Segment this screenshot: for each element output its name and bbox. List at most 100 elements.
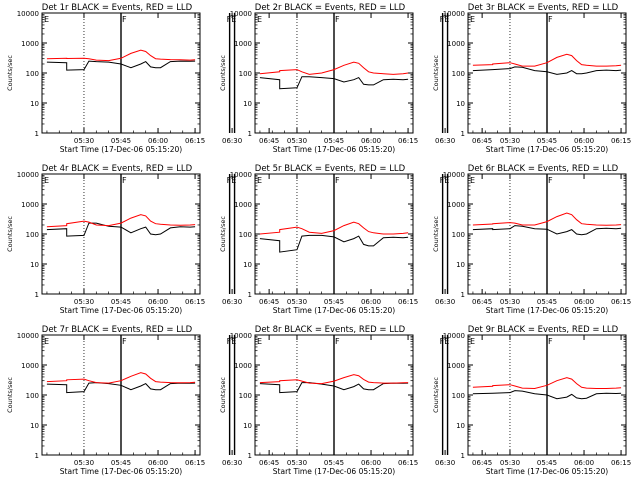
x-tick-label: 05:45 xyxy=(537,298,557,306)
y-tick-label: 1 xyxy=(35,452,39,460)
series-line-events xyxy=(472,225,622,236)
x-tick-label: 06:00 xyxy=(148,298,168,306)
marker-label: F xyxy=(548,337,553,346)
series-line-events xyxy=(472,390,622,400)
marker-label: E xyxy=(44,15,49,24)
series-line-events xyxy=(259,76,409,90)
y-tick-label: 100 xyxy=(239,392,252,400)
y-tick-label: 10000 xyxy=(443,10,465,18)
panel-title: Det 7r BLACK = Events, RED = LLD xyxy=(42,325,193,335)
marker-label: F xyxy=(122,15,127,24)
x-tick-label: 06:30 xyxy=(435,298,455,306)
x-tick-label: 05:30 xyxy=(74,137,94,145)
y-tick-label: 10000 xyxy=(443,171,465,179)
x-tick-label: 06:30 xyxy=(222,459,242,467)
y-tick-label: 10 xyxy=(456,261,465,269)
x-axis-label: Start Time (17-Dec-06 05:15:20) xyxy=(60,306,182,315)
series-line-lld xyxy=(472,377,622,390)
y-axis-label: Counts/sec xyxy=(6,377,14,413)
y-tick-label: 1000 xyxy=(21,362,39,370)
x-tick-label: 05:30 xyxy=(287,298,307,306)
x-tick-label: 05:30 xyxy=(74,298,94,306)
y-tick-label: 1000 xyxy=(234,362,252,370)
y-tick-label: 1 xyxy=(461,291,465,299)
x-axis-label: Start Time (17-Dec-06 05:15:20) xyxy=(60,145,182,154)
x-tick-label: 06:30 xyxy=(435,137,455,145)
x-tick-label: 05:45 xyxy=(324,459,344,467)
x-tick-label: 06:00 xyxy=(361,298,381,306)
y-tick-label: 10000 xyxy=(17,171,39,179)
marker-label: F xyxy=(335,15,340,24)
x-tick-label: 06:15 xyxy=(398,137,418,145)
y-tick-label: 10 xyxy=(456,100,465,108)
marker-label: F xyxy=(335,176,340,185)
x-axis-label: Start Time (17-Dec-06 05:15:20) xyxy=(273,467,395,476)
marker-label: E xyxy=(470,176,475,185)
marker-label: F xyxy=(335,337,340,346)
x-tick-label: 06:15 xyxy=(611,298,631,306)
panel-title: Det 9r BLACK = Events, RED = LLD xyxy=(468,325,619,335)
series-line-lld xyxy=(259,374,409,385)
x-tick-label: 05:45 xyxy=(111,137,131,145)
x-tick-label: 05:30 xyxy=(74,459,94,467)
panel-title: Det 2r BLACK = Events, RED = LLD xyxy=(255,3,406,13)
y-axis-label: Counts/sec xyxy=(6,55,14,91)
panel-title: Det 5r BLACK = Events, RED = LLD xyxy=(255,164,406,174)
y-tick-label: 1000 xyxy=(447,201,465,209)
y-tick-label: 100 xyxy=(452,70,465,78)
series-line-lld xyxy=(472,53,622,67)
marker-label: E xyxy=(44,337,49,346)
panel-5: Det 5r BLACK = Events, RED = LLD 1 10 100 10… xyxy=(219,164,492,315)
y-tick-label: 1000 xyxy=(234,40,252,48)
x-tick-label: 05:30 xyxy=(500,298,520,306)
x-tick-label: 06:15 xyxy=(398,298,418,306)
panel-1: Det 1r BLACK = Events, RED = LLD11010010… xyxy=(6,3,279,154)
y-axis-label: Counts/sec xyxy=(432,377,440,413)
y-tick-label: 1 xyxy=(461,130,465,138)
x-tick-label: 06:15 xyxy=(185,298,205,306)
marker-label: FE xyxy=(440,15,450,24)
marker-label: FE xyxy=(440,337,450,346)
panel-8: Det 8r BLACK = Events, RED = LLD11010010… xyxy=(219,325,492,476)
y-tick-label: 1000 xyxy=(447,40,465,48)
x-tick-label: 06:15 xyxy=(185,137,205,145)
marker-label: FE xyxy=(227,176,237,185)
y-tick-label: 1 xyxy=(35,130,39,138)
y-axis-label: Counts/sec xyxy=(219,377,227,413)
y-tick-label: 10000 xyxy=(17,332,39,340)
y-tick-label: 1000 xyxy=(447,362,465,370)
panel-2: Det 2r BLACK = Events, RED = LLD 1 10 100 10… xyxy=(219,3,492,154)
series-line-events xyxy=(46,60,196,71)
marker-label: FE xyxy=(227,337,237,346)
series-line-events xyxy=(472,66,622,75)
x-axis-label: Start Time (17-Dec-06 05:15:20) xyxy=(273,145,395,154)
y-tick-label: 100 xyxy=(452,231,465,239)
marker-label: E xyxy=(257,337,262,346)
x-tick-label: 06:30 xyxy=(435,459,455,467)
y-axis-label: Counts/sec xyxy=(219,55,227,91)
x-tick-label: 06:30 xyxy=(222,298,242,306)
y-tick-label: 100 xyxy=(239,231,252,239)
marker-label: E xyxy=(44,176,49,185)
panel-3: Det 3r BLACK = Events, RED = LLD 1 10 100 10… xyxy=(432,3,631,154)
x-tick-label: 05:45 xyxy=(537,459,557,467)
y-axis-label: Counts/sec xyxy=(219,216,227,252)
x-axis-label: Start Time (17-Dec-06 05:15:20) xyxy=(60,467,182,476)
x-tick-label: 06:00 xyxy=(574,459,594,467)
marker-label: FE xyxy=(227,15,237,24)
panel-4: Det 4r BLACK = Events, RED = LLD11010010… xyxy=(6,164,279,315)
x-tick-label: 05:30 xyxy=(287,459,307,467)
y-tick-label: 1000 xyxy=(21,201,39,209)
series-line-lld xyxy=(46,372,196,384)
marker-label: E xyxy=(257,15,262,24)
marker-label: F xyxy=(122,337,127,346)
x-tick-label: 06:15 xyxy=(185,459,205,467)
marker-label: F xyxy=(122,176,127,185)
y-tick-label: 10 xyxy=(30,261,39,269)
y-tick-label: 10000 xyxy=(443,332,465,340)
x-axis-label: Start Time (17-Dec-06 05:15:20) xyxy=(486,145,608,154)
x-tick-label: 06:45 xyxy=(259,298,279,306)
y-tick-label: 100 xyxy=(452,392,465,400)
x-tick-label: 06:45 xyxy=(259,137,279,145)
